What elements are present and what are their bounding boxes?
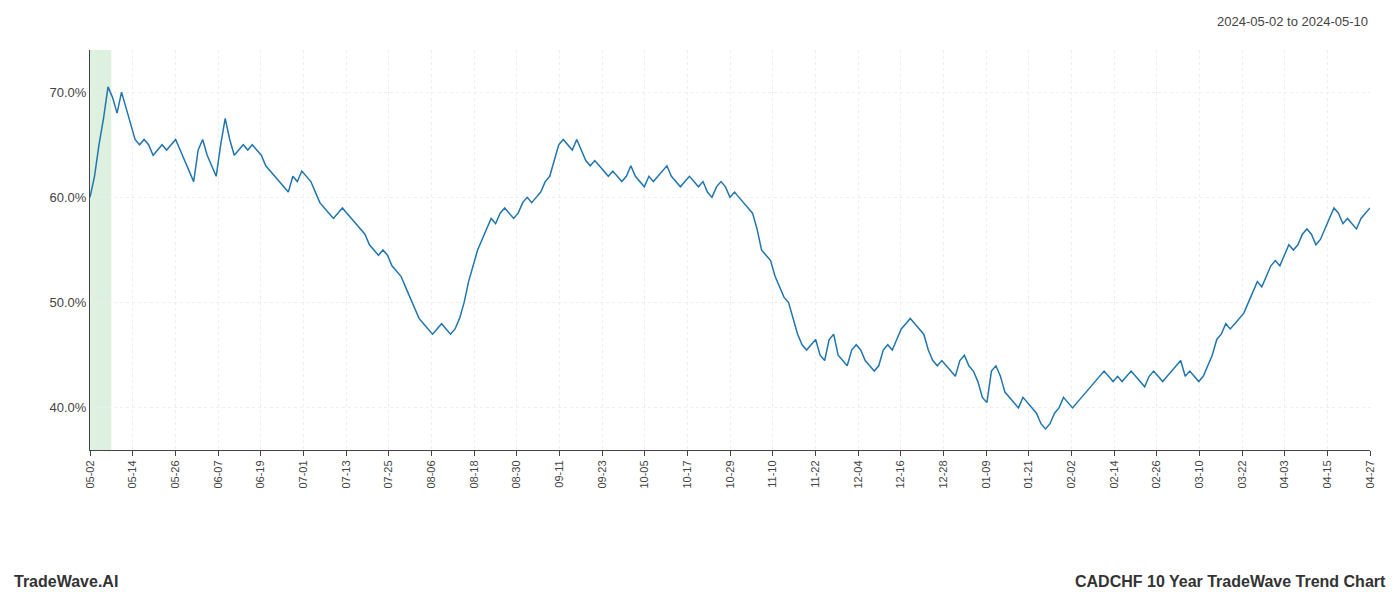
svg-text:12-28: 12-28: [937, 460, 949, 488]
svg-text:02-14: 02-14: [1108, 460, 1120, 488]
svg-text:07-01: 07-01: [297, 460, 309, 488]
svg-text:02-26: 02-26: [1150, 460, 1162, 488]
svg-text:10-17: 10-17: [681, 460, 693, 488]
svg-text:09-11: 09-11: [553, 460, 565, 487]
svg-text:12-04: 12-04: [852, 460, 864, 488]
svg-text:02-02: 02-02: [1065, 460, 1077, 488]
svg-text:10-05: 10-05: [638, 460, 650, 488]
svg-text:08-18: 08-18: [468, 460, 480, 488]
svg-text:04-27: 04-27: [1364, 460, 1376, 488]
svg-text:09-23: 09-23: [596, 460, 608, 488]
svg-text:08-06: 08-06: [425, 460, 437, 488]
svg-text:03-10: 03-10: [1193, 460, 1205, 488]
svg-text:60.0%: 60.0%: [50, 190, 87, 205]
svg-text:70.0%: 70.0%: [50, 85, 87, 100]
svg-text:50.0%: 50.0%: [50, 295, 87, 310]
svg-text:TradeWave.AI: TradeWave.AI: [14, 573, 118, 590]
svg-text:01-21: 01-21: [1022, 460, 1034, 488]
svg-text:2024-05-02 to 2024-05-10: 2024-05-02 to 2024-05-10: [1217, 14, 1368, 29]
svg-text:01-09: 01-09: [980, 460, 992, 488]
svg-text:04-03: 04-03: [1278, 460, 1290, 488]
svg-text:CADCHF 10 Year TradeWave Trend: CADCHF 10 Year TradeWave Trend Chart: [1075, 573, 1386, 590]
svg-text:12-16: 12-16: [894, 460, 906, 488]
svg-text:10-29: 10-29: [724, 460, 736, 488]
svg-text:05-14: 05-14: [126, 460, 138, 488]
svg-text:07-25: 07-25: [382, 460, 394, 488]
svg-text:03-22: 03-22: [1236, 460, 1248, 488]
svg-text:08-30: 08-30: [510, 460, 522, 488]
svg-text:06-07: 06-07: [212, 460, 224, 488]
svg-text:05-26: 05-26: [169, 460, 181, 488]
svg-text:11-10: 11-10: [766, 460, 778, 487]
svg-text:04-15: 04-15: [1321, 460, 1333, 488]
svg-text:07-13: 07-13: [340, 460, 352, 488]
svg-text:11-22: 11-22: [809, 460, 821, 487]
svg-text:05-02: 05-02: [84, 460, 96, 488]
svg-text:06-19: 06-19: [254, 460, 266, 488]
svg-text:40.0%: 40.0%: [50, 400, 87, 415]
